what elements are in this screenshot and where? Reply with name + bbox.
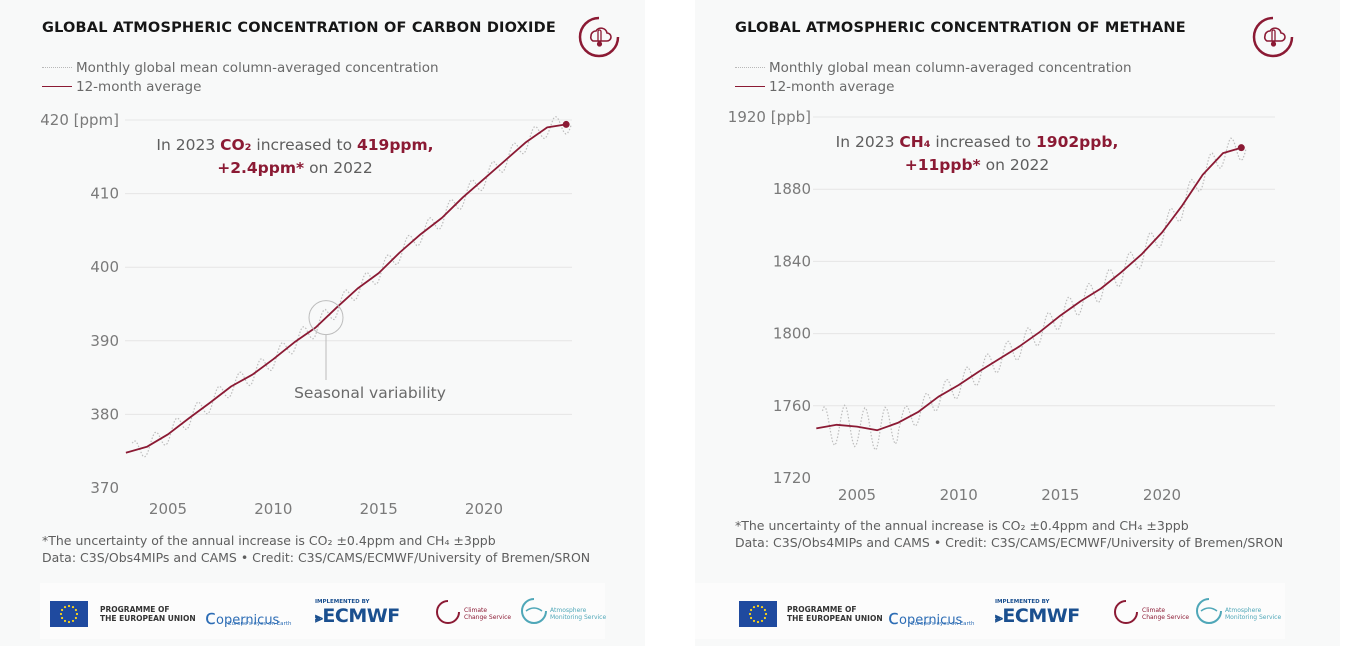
ch4-chart: 1720 1760 1800 1840 1880 1920 [ppb] 2005 2010 20… [728, 108, 1275, 504]
co2-legend: Monthly global mean column-averaged conc… [42, 58, 439, 96]
y-tick-label: 400 [90, 258, 119, 276]
eu-flag-icon [50, 601, 88, 627]
copernicus-logo: copernicus [888, 605, 963, 629]
c3s-service-text: Climate Change Service [1142, 607, 1190, 621]
legend-label-monthly: Monthly global mean column-averaged conc… [769, 59, 1132, 76]
co2-chart-title: GLOBAL ATMOSPHERIC CONCENTRATION OF CARB… [42, 20, 556, 36]
annot-suffix: on 2022 [304, 159, 373, 177]
c3s-service-text: Climate Change Service [464, 607, 512, 621]
monthly-series-line [821, 137, 1247, 451]
annot-gas: CO₂ [220, 136, 252, 154]
ecmwf-implemented-by: IMPLEMENTED BY [315, 599, 370, 605]
eu-flag-icon [739, 601, 777, 627]
ch4-footnote: *The uncertainty of the annual increase … [735, 517, 1283, 551]
ch4-panel: GLOBAL ATMOSPHERIC CONCENTRATION OF METH… [695, 0, 1340, 646]
copernicus-logo: copernicus [205, 605, 280, 629]
y-tick-label: 1800 [773, 325, 811, 343]
co2-chart: 370 380 390 400 410 420 [ppm] 2005 2010 2015 2020… [40, 111, 572, 518]
annot-mid: increased to [930, 133, 1037, 151]
ch4-legend: Monthly global mean column-averaged conc… [735, 58, 1132, 96]
legend-item-monthly: Monthly global mean column-averaged conc… [42, 58, 439, 77]
y-tick-label: 1840 [773, 252, 811, 270]
footnote-uncertainty: *The uncertainty of the annual increase … [42, 533, 496, 548]
x-tick-label: 2020 [1143, 486, 1181, 504]
c3s-small-logo-icon [436, 600, 460, 624]
cams-service-text: Atmosphere Monitoring Service [1225, 607, 1282, 621]
c3s-thermometer-logo-icon [1252, 16, 1294, 58]
legend-solid-swatch [735, 86, 765, 87]
ecmwf-logo: ⫸ECMWF [995, 605, 1080, 627]
footnote-credit: Data: C3S/Obs4MIPs and CAMS • Credit: C3… [735, 535, 1284, 550]
ch4-annotation: In 2023 CH₄ increased to 1902ppb, +11ppb… [827, 131, 1127, 177]
legend-solid-swatch [42, 86, 72, 87]
y-tick-label: 390 [90, 332, 119, 350]
annot-gas: CH₄ [899, 133, 931, 151]
seasonal-variability-label: Seasonal variability [294, 384, 446, 402]
last-value-point [1237, 144, 1245, 152]
copernicus-tagline: Europe's eyes on Earth [911, 621, 975, 627]
cams-logo-icon [1196, 598, 1222, 624]
ch4-chart-title: GLOBAL ATMOSPHERIC CONCENTRATION OF METH… [735, 20, 1186, 36]
co2-footer-logos: PROGRAMME OF THE EUROPEAN UNION copernicu… [40, 583, 607, 639]
annot-increase: +2.4ppm* [217, 159, 305, 177]
eu-programme-text: PROGRAMME OF THE EUROPEAN UNION [100, 605, 196, 623]
ecmwf-implemented-by: IMPLEMENTED BY [995, 599, 1050, 605]
annot-value: 419ppm, [356, 136, 434, 154]
eu-programme-text: PROGRAMME OF THE EUROPEAN UNION [787, 605, 883, 623]
x-tick-label: 2005 [838, 486, 876, 504]
legend-item-average: 12-month average [735, 77, 1132, 96]
legend-item-average: 12-month average [42, 77, 439, 96]
legend-dotted-swatch [42, 67, 72, 68]
legend-label-average: 12-month average [76, 78, 202, 95]
y-tick-label: 1720 [773, 469, 811, 487]
co2-annotation: In 2023 CO₂ increased to 419ppm, +2.4ppm… [150, 134, 440, 180]
cams-logo-icon [521, 598, 547, 624]
ecmwf-logo: ⫸ECMWF [315, 605, 400, 627]
co2-footnote: *The uncertainty of the annual increase … [42, 532, 590, 566]
legend-dotted-swatch [735, 67, 765, 68]
average-series-line [816, 146, 1242, 432]
ch4-footer-logos: PROGRAMME OF THE EUROPEAN UNION copernicu… [695, 583, 1285, 639]
x-tick-label: 2015 [1041, 486, 1079, 504]
annot-suffix: on 2022 [980, 156, 1050, 174]
annot-increase: +11ppb* [904, 156, 981, 174]
last-value-point [562, 120, 570, 128]
cams-service-text: Atmosphere Monitoring Service [550, 607, 607, 621]
x-tick-label: 2015 [360, 500, 398, 518]
y-tick-label: 1760 [773, 397, 811, 415]
average-series-line [125, 123, 567, 454]
annot-mid: increased to [251, 136, 357, 154]
legend-label-average: 12-month average [769, 78, 895, 95]
x-tick-label: 2020 [465, 500, 503, 518]
co2-panel: GLOBAL ATMOSPHERIC CONCENTRATION OF CARB… [0, 0, 645, 646]
y-tick-label: 1920 [ppb] [728, 108, 811, 126]
annot-prefix: In 2023 [156, 136, 221, 154]
legend-item-monthly: Monthly global mean column-averaged conc… [735, 58, 1132, 77]
copernicus-tagline: Europe's eyes on Earth [228, 621, 292, 627]
legend-label-monthly: Monthly global mean column-averaged conc… [76, 59, 439, 76]
footnote-credit: Data: C3S/Obs4MIPs and CAMS • Credit: C3… [42, 550, 591, 565]
c3s-thermometer-logo-icon [578, 16, 620, 58]
y-tick-label: 1880 [773, 180, 811, 198]
x-tick-label: 2010 [940, 486, 978, 504]
annot-value: 1902ppb, [1036, 133, 1119, 151]
y-tick-label: 380 [90, 405, 119, 423]
x-tick-label: 2005 [149, 500, 187, 518]
c3s-small-logo-icon [1114, 600, 1138, 624]
y-tick-label: 420 [ppm] [40, 111, 119, 129]
annot-prefix: In 2023 [835, 133, 900, 151]
x-tick-label: 2010 [254, 500, 292, 518]
y-tick-label: 370 [90, 479, 119, 497]
footnote-uncertainty: *The uncertainty of the annual increase … [735, 518, 1189, 533]
y-tick-label: 410 [90, 185, 119, 203]
